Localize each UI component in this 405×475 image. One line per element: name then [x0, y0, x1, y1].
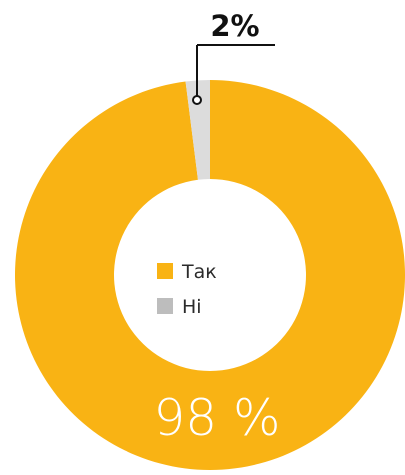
legend-swatch-tak: [157, 263, 173, 279]
legend-swatch-ni: [157, 298, 173, 314]
data-label-ni: 2%: [210, 9, 259, 43]
donut-slice-tak: [15, 80, 405, 471]
donut-slices: [15, 80, 405, 471]
data-label-tak: 98 %: [153, 389, 280, 447]
leader-line-marker: [192, 95, 202, 105]
donut-slice-ni: [185, 80, 210, 180]
legend-label-ni: Ні: [182, 296, 202, 318]
legend: Так Ні: [157, 261, 217, 318]
legend-label-tak: Так: [181, 261, 217, 283]
